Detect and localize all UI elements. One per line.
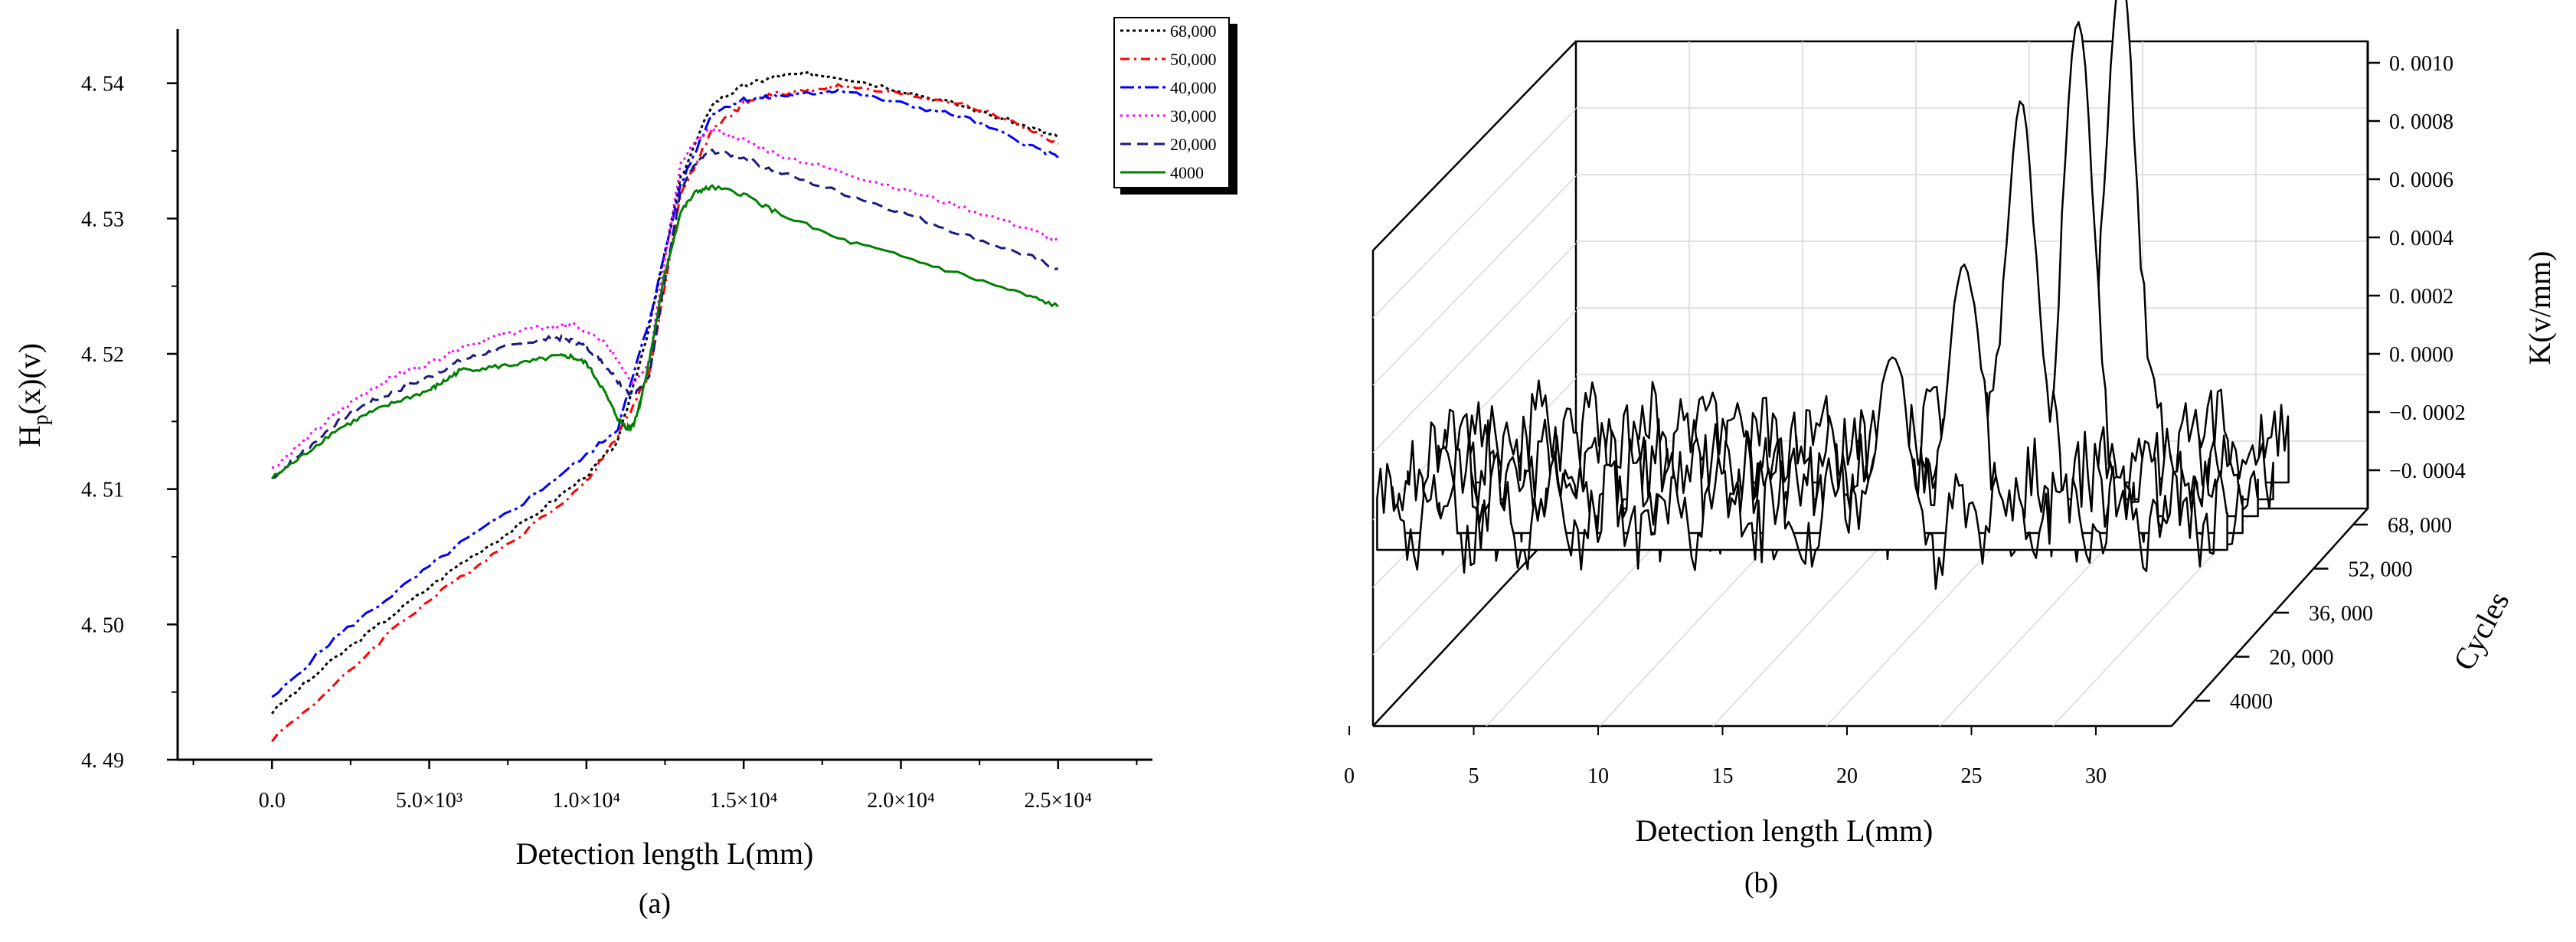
z-tick-label: 0. 0010 <box>2389 52 2453 76</box>
x-tick-label: 2.5×10⁴ <box>1025 789 1093 813</box>
x-tick-label: 0.0 <box>259 789 286 813</box>
y-label-main: H <box>12 425 47 447</box>
panel-b-cycles-label: Cycles <box>2447 586 2516 675</box>
grid-line <box>1372 175 1577 386</box>
grid-line <box>1372 108 1577 319</box>
x-tick-label: 25 <box>1961 764 1983 788</box>
panel-a: 0.0 5.0×10³ 1.0×10⁴ 1.5×10⁴ 2.0×10⁴ 2.5×10⁴ 4… <box>12 17 1237 920</box>
z-tick-label: 0. 0006 <box>2389 168 2453 192</box>
series-line-4000 <box>270 184 1059 480</box>
series-line-30,000 <box>271 126 1059 469</box>
panel-a-y-axis-label: Hp(x)(v) <box>12 343 53 447</box>
z-tick-label: −0. 0004 <box>2389 460 2466 483</box>
x-tick-label: 15 <box>1712 764 1734 788</box>
x-tick-label: 30 <box>2085 764 2107 788</box>
legend: 68,000 50,000 40,000 30,000 20,000 4000 <box>1113 17 1237 195</box>
legend-label: 40,000 <box>1170 78 1217 97</box>
x-tick-label: 1.0×10⁴ <box>553 789 621 813</box>
legend-box <box>1113 17 1230 188</box>
y-label-subscript: p <box>29 414 53 425</box>
z-tick-label: 0. 0004 <box>2389 227 2453 250</box>
y-tick-label: 4. 51 <box>81 479 124 502</box>
y-label-rest: (x)(v) <box>12 343 47 414</box>
x-tick-label: 1.5×10⁴ <box>710 789 778 813</box>
series-line-20,000 <box>271 148 1058 479</box>
slice-52000 <box>1422 21 2274 530</box>
cycle-tick-label: 36, 000 <box>2309 602 2373 626</box>
caption-b: (b) <box>1744 867 1778 899</box>
legend-label: 20,000 <box>1170 135 1217 154</box>
grid <box>1372 41 2368 727</box>
frame-left-back-edge <box>1372 41 1577 251</box>
grid-line <box>1372 243 1577 453</box>
panel-b: 0 5 10 15 20 25 30 0. 0010 0. 0008 0. 0006 0. 000… <box>1344 0 2557 899</box>
z-tick-label: −0. 0002 <box>2389 401 2466 425</box>
cycle-tick-label: 4000 <box>2230 690 2273 714</box>
slice-4000 <box>1376 356 2228 590</box>
z-tick-label: 0. 0000 <box>2389 343 2453 367</box>
z-tick-label: 0. 0008 <box>2389 110 2453 134</box>
x-tick-label: 5 <box>1469 764 1479 788</box>
y-tick-label: 4. 54 <box>81 73 124 96</box>
x-tick-label: 5.0×10³ <box>396 789 463 813</box>
y-tick-label: 4. 50 <box>81 613 124 637</box>
cycle-tick-label: 20, 000 <box>2270 646 2334 670</box>
series-line-50,000 <box>270 83 1059 743</box>
series-line-68,000 <box>270 70 1059 715</box>
z-tick-label: 0. 0002 <box>2389 285 2453 309</box>
x-tick-label: 20 <box>1836 764 1858 788</box>
x-tick-label: 10 <box>1587 764 1609 788</box>
legend-label: 50,000 <box>1170 50 1217 69</box>
panel-b-x-axis-label: Detection length L(mm) <box>1636 813 1934 848</box>
slice-36000 <box>1407 100 2259 563</box>
legend-label: 30,000 <box>1170 106 1217 126</box>
panel-a-x-axis-label: Detection length L(mm) <box>516 836 814 871</box>
x-tick-label: 2.0×10⁴ <box>867 789 935 813</box>
y-tick-label: 4. 52 <box>81 343 124 367</box>
y-tick-label: 4. 49 <box>81 749 124 773</box>
cycle-tick-label: 68, 000 <box>2388 514 2452 538</box>
panel-b-z-axis-label: K(v/mm) <box>2522 251 2557 365</box>
x-tick-label: 0 <box>1344 764 1355 788</box>
legend-label: 4000 <box>1170 163 1204 182</box>
caption-a: (a) <box>639 888 671 920</box>
series-line-40,000 <box>271 88 1059 698</box>
frame-right-floor-edge <box>2171 508 2368 727</box>
legend-label: 68,000 <box>1170 21 1217 41</box>
y-tick-label: 4. 53 <box>81 208 124 231</box>
cycle-tick-label: 52, 000 <box>2349 558 2413 582</box>
box-frame <box>1371 40 2369 728</box>
